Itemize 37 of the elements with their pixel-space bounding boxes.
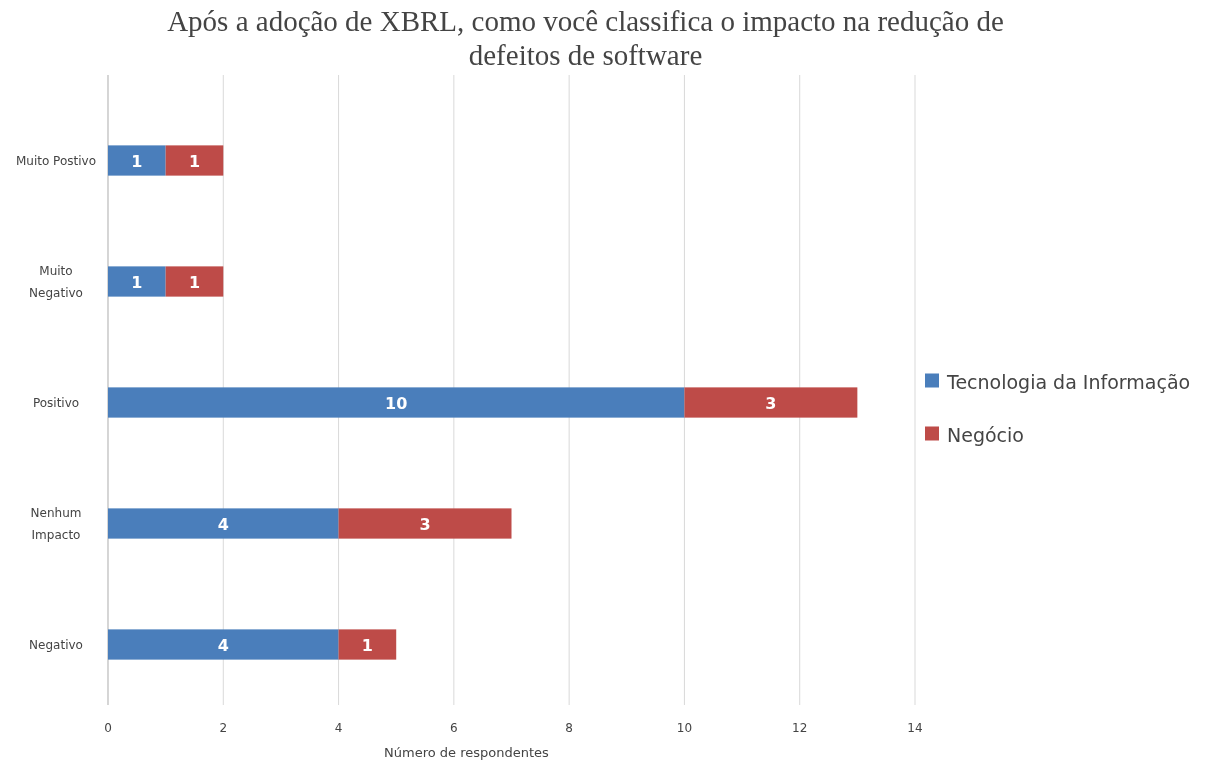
y-tick-label: Positivo: [32, 395, 80, 410]
bar: [338, 508, 512, 539]
x-tick-label: 8: [565, 721, 573, 735]
data-label: 1: [131, 272, 143, 292]
y-tick-label: Negativo: [29, 637, 83, 652]
bar: [108, 145, 166, 176]
bar: [684, 387, 858, 418]
x-tick-label: 4: [334, 721, 343, 735]
x-tick-label: 0: [104, 721, 112, 735]
chart-title: Após a adoção de XBRL, como você classifica o impacto na redução de defeitos de software: [167, 5, 1004, 71]
bar: [338, 629, 397, 660]
data-label: 4: [217, 635, 229, 655]
bar: [108, 629, 339, 660]
data-label: 1: [131, 151, 143, 171]
bar: [108, 508, 339, 539]
legend-label: Negócio: [947, 423, 1024, 446]
y-tick-label: Muito Postivo: [15, 153, 97, 168]
x-tick-label: 14: [907, 721, 923, 735]
bar: [108, 387, 685, 418]
bar: [165, 266, 224, 297]
data-label: 3: [765, 393, 777, 413]
y-tick-label: Muito Negativo: [29, 263, 83, 300]
data-label: 10: [385, 393, 408, 413]
data-label: 4: [217, 514, 229, 534]
x-tick-label: 2: [219, 721, 228, 735]
data-label: 1: [188, 272, 201, 292]
data-label: 3: [419, 514, 431, 534]
x-tick-label: 6: [450, 721, 458, 735]
x-axis-title: Número de respondentes: [384, 745, 550, 760]
bar: [165, 145, 224, 176]
data-label: 1: [361, 635, 373, 655]
x-tick-label: 10: [676, 721, 693, 735]
bar: [108, 266, 166, 297]
legend-label: Tecnologia da Informação: [946, 370, 1191, 393]
data-label: 1: [188, 151, 201, 171]
y-tick-label: Nenhum Impacto: [30, 505, 82, 542]
x-tick-label: 12: [792, 721, 808, 735]
